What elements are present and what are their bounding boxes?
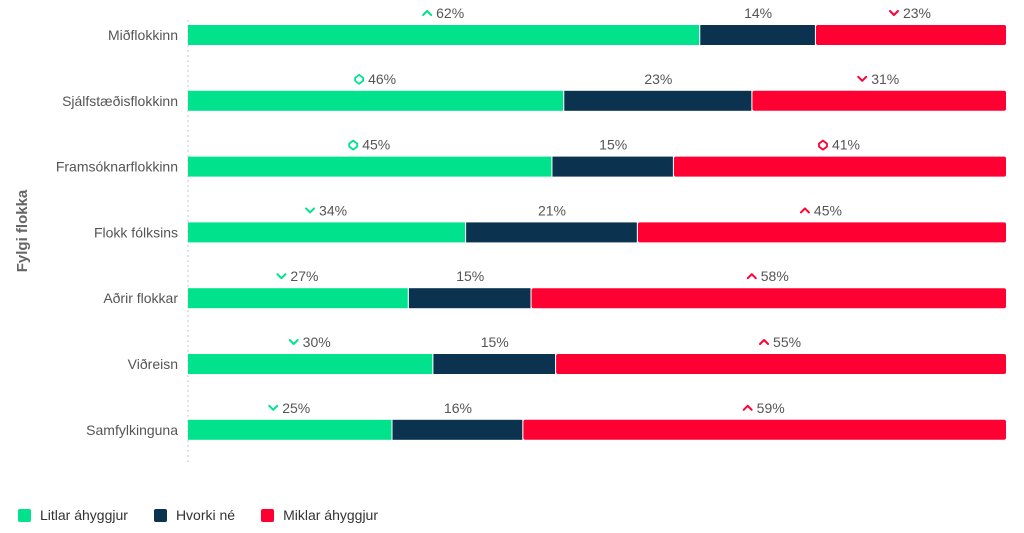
bar-separator-samfylkinguna-litlar-ahyggjur (391, 419, 393, 440)
legend-item-hvorki[interactable]: Hvorki né (153, 507, 236, 523)
bar-vidreisn-hvorki-ne (433, 354, 556, 374)
value-label-adrir-flokkar-miklar-ahyggjur: 58% (761, 268, 789, 284)
bar-midflokkinn-hvorki-ne (700, 25, 815, 45)
y-axis-title: Fylgi flokka (14, 189, 31, 272)
trend-up-icon (742, 404, 753, 411)
legend-label-miklar: Miklar áhyggjur (283, 507, 379, 523)
bar-separator-sjalfstaedisflokkinn-litlar-ahyggjur (563, 90, 565, 111)
bar-flokk-folksins-hvorki-ne (466, 222, 637, 243)
bar-flokk-folksins-miklar-ahyggjur (637, 222, 1006, 243)
value-label-flokk-folksins-litlar-ahyggjur: 34% (319, 202, 347, 218)
bar-sjalfstaedisflokkinn-miklar-ahyggjur (752, 90, 1006, 111)
bar-adrir-flokkar-hvorki-ne (408, 288, 531, 309)
legend-swatch-litlar (18, 508, 31, 522)
value-label-sjalfstaedisflokkinn-hvorki-ne: 23% (644, 71, 672, 87)
bar-separator-vidreisn-litlar-ahyggjur (432, 354, 434, 374)
legend-swatch-hvorki (153, 508, 167, 522)
value-label-adrir-flokkar-hvorki-ne: 15% (456, 268, 484, 284)
value-label-midflokkinn-miklar-ahyggjur: 23% (903, 5, 931, 21)
legend-label-litlar: Litlar áhyggjur (40, 507, 128, 523)
trend-up-icon (422, 10, 433, 16)
value-label-sjalfstaedisflokkinn-litlar-ahyggjur: 46% (368, 71, 396, 87)
category-label-sjalfstaedisflokkinn: Sjálfstæðisflokkinn (62, 93, 178, 109)
category-label-midflokkinn: Miðflokkinn (108, 27, 178, 43)
bars-layer (188, 25, 1006, 440)
bar-separator-samfylkinguna-hvorki-ne (522, 419, 524, 440)
trend-down-icon (268, 404, 279, 411)
trend-up-icon (746, 273, 757, 280)
value-label-framsoknarflokkinn-miklar-ahyggjur: 41% (832, 137, 860, 153)
value-label-midflokkinn-litlar-ahyggjur: 62% (436, 5, 464, 21)
bar-framsoknarflokkinn-miklar-ahyggjur (673, 156, 1006, 177)
trend-neutral-icon (818, 139, 828, 151)
trend-neutral-icon (354, 73, 365, 85)
bar-framsoknarflokkinn-hvorki-ne (552, 156, 673, 177)
legend: Litlar áhyggjur Hvorki né Miklar áhyggju… (18, 507, 404, 523)
bar-vidreisn-miklar-ahyggjur (556, 354, 1006, 374)
bar-sjalfstaedisflokkinn-litlar-ahyggjur (188, 90, 564, 111)
category-label-flokk-folksins: Flokk fólksins (94, 224, 178, 240)
trend-down-icon (857, 75, 868, 82)
bar-separator-adrir-flokkar-litlar-ahyggjur (407, 288, 409, 309)
bar-midflokkinn-litlar-ahyggjur (188, 25, 700, 45)
trend-down-icon (888, 10, 899, 16)
value-label-samfylkinguna-miklar-ahyggjur: 59% (757, 400, 785, 416)
legend-label-hvorki: Hvorki né (175, 507, 236, 523)
bar-samfylkinguna-hvorki-ne (392, 419, 523, 440)
bar-separator-flokk-folksins-litlar-ahyggjur (465, 222, 467, 243)
value-label-vidreisn-litlar-ahyggjur: 30% (303, 334, 331, 350)
legend-item-miklar[interactable]: Miklar áhyggjur (261, 507, 378, 523)
legend-item-litlar[interactable]: Litlar áhyggjur (18, 507, 128, 523)
bar-samfylkinguna-litlar-ahyggjur (188, 419, 392, 440)
legend-swatch-miklar (261, 508, 275, 522)
value-label-samfylkinguna-litlar-ahyggjur: 25% (282, 400, 310, 416)
bar-adrir-flokkar-miklar-ahyggjur (531, 288, 1006, 309)
bar-separator-framsoknarflokkinn-litlar-ahyggjur (551, 156, 553, 177)
trend-down-icon (305, 207, 316, 214)
bar-samfylkinguna-miklar-ahyggjur (523, 419, 1006, 440)
bar-separator-adrir-flokkar-hvorki-ne (530, 288, 532, 309)
bar-separator-sjalfstaedisflokkinn-hvorki-ne (751, 90, 753, 111)
value-label-flokk-folksins-miklar-ahyggjur: 45% (814, 202, 842, 218)
value-label-framsoknarflokkinn-litlar-ahyggjur: 45% (362, 137, 390, 153)
bar-vidreisn-litlar-ahyggjur (188, 354, 433, 374)
category-label-samfylkinguna: Samfylkinguna (86, 422, 178, 438)
bar-separator-flokk-folksins-hvorki-ne (636, 222, 638, 243)
trend-down-icon (276, 273, 287, 280)
labels-layer: Miðflokkinn 62% 14% 23% Sjálfstæðisflokkinn 4… (56, 5, 931, 438)
bar-midflokkinn-miklar-ahyggjur (815, 25, 1006, 45)
bar-flokk-folksins-litlar-ahyggjur (188, 222, 466, 243)
category-label-vidreisn: Viðreisn (128, 356, 178, 372)
value-label-midflokkinn-hvorki-ne: 14% (744, 5, 772, 21)
trend-up-icon (799, 207, 810, 214)
value-label-framsoknarflokkinn-hvorki-ne: 15% (599, 137, 627, 153)
value-label-flokk-folksins-hvorki-ne: 21% (538, 202, 566, 218)
value-label-adrir-flokkar-litlar-ahyggjur: 27% (290, 268, 318, 284)
bar-framsoknarflokkinn-litlar-ahyggjur (188, 156, 552, 177)
value-label-samfylkinguna-hvorki-ne: 16% (444, 400, 472, 416)
category-label-adrir-flokkar: Aðrir flokkar (103, 290, 178, 306)
trend-neutral-icon (348, 139, 359, 151)
bar-separator-midflokkinn-hvorki-ne (814, 25, 816, 45)
bar-sjalfstaedisflokkinn-hvorki-ne (564, 90, 752, 111)
bar-adrir-flokkar-litlar-ahyggjur (188, 288, 408, 309)
value-label-vidreisn-hvorki-ne: 15% (481, 334, 509, 350)
trend-up-icon (759, 339, 770, 345)
value-label-vidreisn-miklar-ahyggjur: 55% (773, 334, 801, 350)
bar-separator-midflokkinn-litlar-ahyggjur (699, 25, 701, 45)
chart-canvas: Fylgi flokka Miðflokkinn 62% 14% 23% Sjálfst… (14, 5, 1006, 465)
trend-down-icon (288, 339, 299, 345)
category-label-framsoknarflokkinn: Framsóknarflokkinn (56, 159, 178, 175)
bar-separator-vidreisn-hvorki-ne (555, 354, 557, 374)
bar-separator-framsoknarflokkinn-hvorki-ne (672, 156, 674, 177)
value-label-sjalfstaedisflokkinn-miklar-ahyggjur: 31% (871, 71, 899, 87)
